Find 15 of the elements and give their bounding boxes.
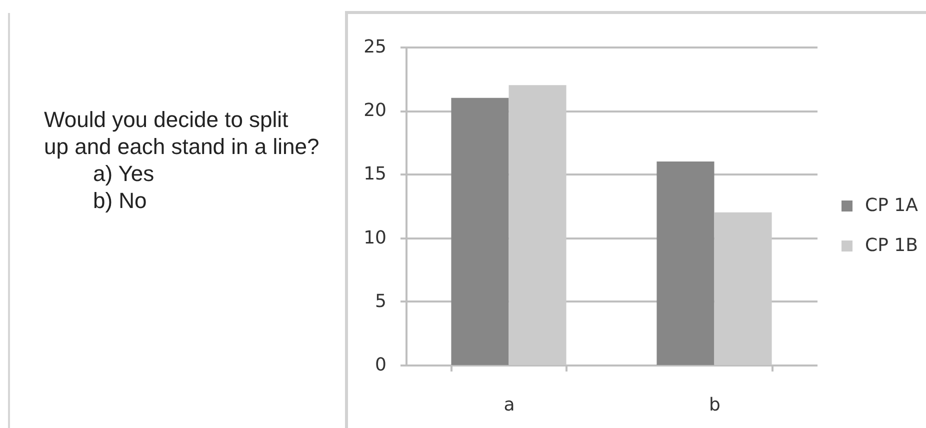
y-tick-label: 0 bbox=[375, 354, 386, 376]
legend-label: CP 1B bbox=[865, 235, 918, 256]
text: a) Yes bbox=[92, 160, 156, 187]
x-tick-label: b bbox=[709, 394, 720, 416]
text: b) No bbox=[92, 187, 148, 214]
y-tick-label: 20 bbox=[364, 100, 386, 122]
y-tick-label: 10 bbox=[364, 227, 386, 248]
bar bbox=[656, 161, 714, 365]
text: Would you decide to split up and each stand in a line? bbox=[44, 106, 320, 160]
legend-label: CP 1A bbox=[865, 195, 919, 216]
y-tick-label: 5 bbox=[375, 290, 386, 312]
bar bbox=[451, 98, 509, 365]
y-tick-label: 15 bbox=[364, 164, 386, 185]
y-tick-label: 25 bbox=[364, 36, 386, 58]
x-tick-label: a bbox=[504, 394, 515, 416]
